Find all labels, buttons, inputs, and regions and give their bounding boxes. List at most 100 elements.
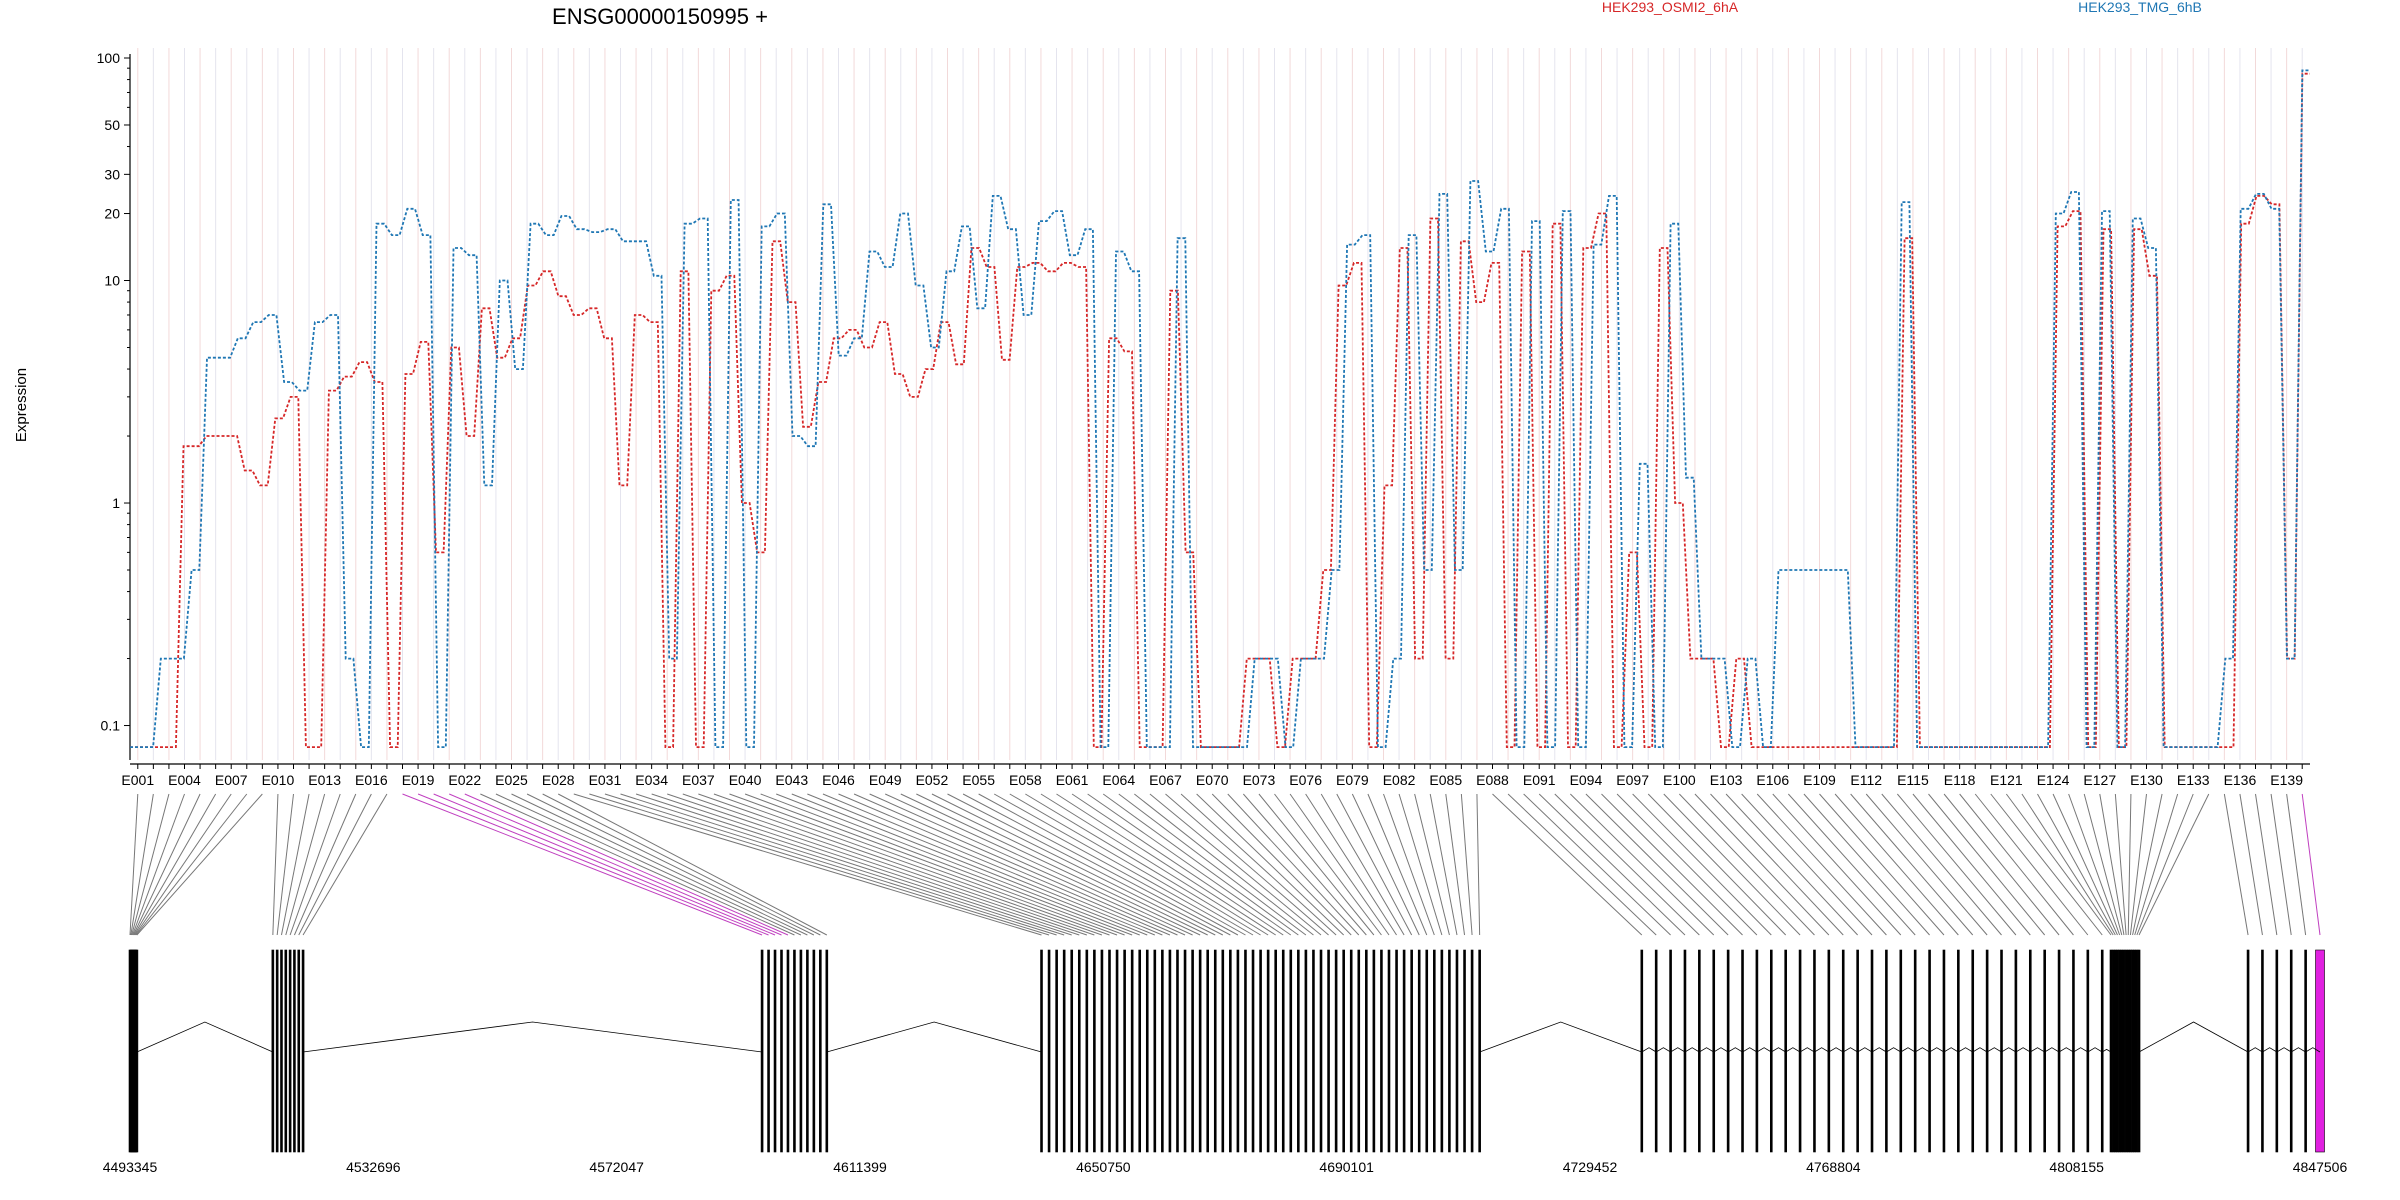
intron-line xyxy=(1655,1047,1671,1053)
x-tick-label: E076 xyxy=(1289,772,1322,788)
y-tick-label: 1 xyxy=(112,495,120,511)
exon-connector xyxy=(791,793,1148,936)
intron-line xyxy=(303,1021,763,1053)
exon-connector xyxy=(1663,793,1801,936)
y-axis: 100 50 30 20 10 1 0.1 xyxy=(97,50,131,760)
exon-block xyxy=(1470,949,1474,1153)
genome-tick-label: 4847506 xyxy=(2293,1159,2348,1175)
exon-block xyxy=(1755,949,1759,1153)
legend-entry-series-1: HEK293_OSMI2_6hA xyxy=(1602,0,1739,15)
exon-connector xyxy=(2270,793,2292,936)
x-tick-label: E088 xyxy=(1476,772,1509,788)
exon-block xyxy=(1274,949,1277,1153)
y-tick-label: 10 xyxy=(104,273,120,289)
intron-line xyxy=(1929,1047,1945,1053)
intron-line xyxy=(1799,1047,1815,1053)
exon-connector xyxy=(2138,793,2210,936)
exon-block xyxy=(1183,949,1187,1153)
exon-connector xyxy=(1414,793,1450,936)
exon-connector xyxy=(1025,793,1261,936)
intron-line xyxy=(1943,1047,1959,1053)
exon-connector xyxy=(1865,793,1988,936)
exon-connector xyxy=(589,793,1050,936)
intron-line xyxy=(2087,1047,2103,1053)
exon-connector xyxy=(604,793,1057,936)
intron-line xyxy=(2291,1047,2306,1053)
exon-connector xyxy=(1819,793,1945,936)
exon-block xyxy=(1387,949,1391,1153)
exon-block xyxy=(1654,949,1658,1153)
exon-block xyxy=(1281,949,1285,1153)
exon-connector xyxy=(1102,793,1299,936)
exon-block xyxy=(1229,949,1232,1153)
exon-block xyxy=(2118,949,2121,1153)
intron-line xyxy=(2276,1047,2292,1053)
exon-block xyxy=(2133,949,2137,1153)
exon-block xyxy=(1971,949,1975,1153)
exon-connector xyxy=(1460,793,1473,936)
exon-block xyxy=(1093,949,1096,1153)
exon-connector xyxy=(776,793,1140,936)
exon-connector xyxy=(402,793,763,936)
exon-block xyxy=(1259,949,1262,1153)
exon-connector xyxy=(511,793,808,936)
exon-block xyxy=(1698,949,1701,1153)
genome-axis: 4493345 4532696 4572047 4611399 4650750 46901… xyxy=(103,1159,2348,1175)
intron-line xyxy=(1641,1047,1657,1053)
exon-connector xyxy=(1678,793,1815,936)
exon-connector xyxy=(869,793,1186,936)
exon-block xyxy=(819,949,822,1153)
x-tick-label: E070 xyxy=(1196,772,1229,788)
exon-connector xyxy=(2301,793,2321,936)
x-tick-label: E016 xyxy=(355,772,388,788)
x-tick-label: E097 xyxy=(1616,772,1649,788)
x-tick-label: E127 xyxy=(2083,772,2116,788)
exon-block xyxy=(1440,949,1444,1153)
exon-block xyxy=(1297,949,1300,1153)
exon-block xyxy=(1206,949,1209,1153)
exon-connector xyxy=(807,793,1156,936)
exon-block xyxy=(1168,949,1172,1153)
exon-block xyxy=(1085,949,1089,1153)
intron-line xyxy=(1958,1047,1973,1053)
exon-connector xyxy=(130,793,154,936)
intron-line xyxy=(1972,1047,1988,1053)
exon-connector xyxy=(133,793,217,936)
intron-line xyxy=(2073,1047,2089,1053)
exon-connector xyxy=(885,793,1193,936)
x-tick-label: E100 xyxy=(1663,772,1696,788)
exon-block xyxy=(2315,949,2325,1153)
intron-line xyxy=(1742,1047,1758,1053)
exon-connector xyxy=(1710,793,1844,936)
exon-connector xyxy=(1601,793,1743,936)
intron-line xyxy=(2015,1047,2031,1053)
exon-connector xyxy=(1040,793,1269,936)
exon-connector xyxy=(1242,793,1367,936)
exon-block xyxy=(1640,949,1644,1153)
y-tick-label: 0.1 xyxy=(101,718,121,734)
exon-connector xyxy=(134,793,232,936)
exon-connector xyxy=(1959,793,2074,936)
exon-block xyxy=(297,949,301,1153)
exon-connector xyxy=(2068,793,2121,936)
exon-block xyxy=(2131,949,2134,1153)
intron-line xyxy=(2247,1047,2263,1053)
x-tick-label: E067 xyxy=(1149,772,1182,788)
exon-connector xyxy=(1305,793,1397,936)
exon-connector xyxy=(1507,793,1657,936)
x-tick-label: E109 xyxy=(1803,772,1836,788)
exon-block xyxy=(1138,949,1142,1153)
exon-block xyxy=(1153,949,1157,1153)
exon-block xyxy=(806,949,809,1153)
exon-block xyxy=(2109,949,2113,1153)
exon-connector xyxy=(1165,793,1329,936)
x-tick-label: E064 xyxy=(1102,772,1135,788)
exon-connector xyxy=(1196,793,1345,936)
intron-line xyxy=(1713,1047,1729,1053)
exon-connector xyxy=(900,793,1201,936)
exon-connector xyxy=(289,793,341,936)
exon-block xyxy=(1870,949,1874,1153)
exon-connector xyxy=(1056,793,1276,936)
exon-connector xyxy=(729,793,1118,936)
x-tick-label: E007 xyxy=(215,772,248,788)
